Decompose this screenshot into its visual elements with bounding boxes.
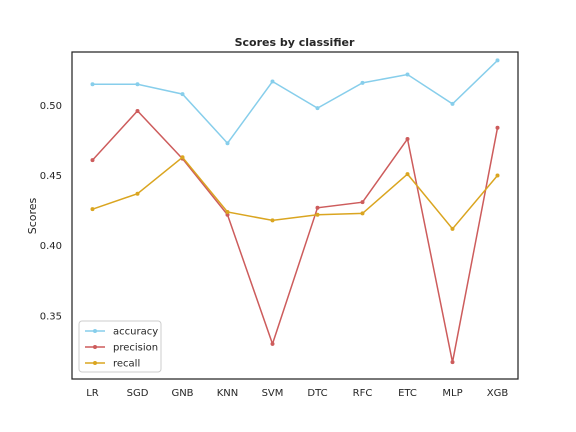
legend-marker-accuracy: [93, 329, 97, 333]
legend-marker-recall: [93, 361, 97, 365]
legend-label-precision: precision: [113, 343, 158, 354]
data-point-accuracy: [450, 101, 455, 106]
series-lines: [90, 58, 500, 365]
data-point-precision: [135, 108, 140, 113]
x-tick-label: XGB: [487, 388, 509, 399]
y-tick-label: 0.50: [40, 101, 62, 112]
legend-label-recall: recall: [113, 359, 140, 370]
data-point-accuracy: [225, 141, 230, 146]
y-tick-label: 0.35: [40, 311, 62, 322]
x-tick-label: SVM: [262, 388, 284, 399]
y-axis-label: Scores: [26, 197, 39, 234]
legend-marker-precision: [93, 345, 97, 349]
data-point-recall: [90, 207, 95, 212]
data-point-accuracy: [135, 82, 140, 87]
data-point-recall: [360, 211, 365, 216]
data-point-accuracy: [495, 58, 500, 63]
data-point-recall: [405, 172, 410, 177]
data-point-accuracy: [315, 106, 320, 111]
y-tick-label: 0.45: [40, 171, 62, 182]
data-point-recall: [495, 173, 500, 178]
data-point-recall: [225, 209, 230, 214]
data-point-accuracy: [270, 79, 275, 84]
data-point-precision: [360, 200, 365, 205]
x-axis-ticks: LR SGD GNB KNN SVM DTC RFC ETC MLP XGB: [86, 388, 508, 399]
x-tick-label: ETC: [398, 388, 417, 399]
x-tick-label: RFC: [353, 388, 373, 399]
x-tick-label: MLP: [442, 388, 462, 399]
data-point-accuracy: [180, 92, 185, 97]
series-line-recall: [92, 156, 499, 230]
y-tick-label: 0.40: [40, 241, 62, 252]
x-tick-label: DTC: [307, 388, 327, 399]
x-tick-label: SGD: [127, 388, 149, 399]
legend-label-accuracy: accuracy: [113, 327, 158, 338]
axes-frame: [71, 51, 519, 380]
data-point-recall: [135, 191, 140, 196]
data-point-recall: [270, 218, 275, 223]
data-point-precision: [495, 125, 500, 130]
legend-box: [78, 320, 162, 373]
data-point-precision: [270, 341, 275, 346]
data-point-recall: [180, 155, 185, 160]
series-line-accuracy: [92, 59, 499, 145]
data-point-recall: [315, 212, 320, 217]
data-point-precision: [450, 360, 455, 365]
data-point-accuracy: [90, 82, 95, 87]
x-tick-label: GNB: [171, 388, 193, 399]
x-tick-label: KNN: [217, 388, 239, 399]
data-point-precision: [405, 137, 410, 142]
data-point-precision: [90, 158, 95, 163]
y-axis-ticks: 0.35 0.40 0.45 0.50: [40, 101, 62, 323]
plot-area: LR SGD GNB KNN SVM DTC RFC ETC MLP XGB 0.350.400.…: [40, 51, 519, 399]
chart-title: Scores by classifier: [235, 36, 355, 49]
x-tick-label: LR: [86, 388, 99, 399]
data-point-recall: [450, 226, 455, 231]
series-line-precision: [91, 109, 499, 363]
legend: accuracy precision recall: [78, 320, 162, 373]
data-point-precision: [225, 212, 230, 217]
data-point-accuracy: [360, 80, 365, 85]
data-point-precision: [315, 205, 320, 210]
data-point-accuracy: [405, 72, 410, 77]
